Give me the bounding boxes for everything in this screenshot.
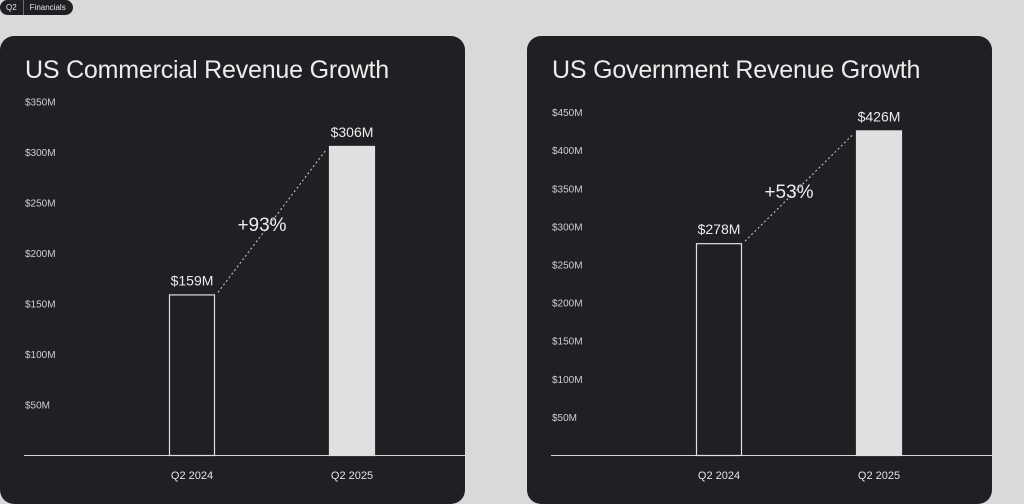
government-revenue-card: US Government Revenue Growth $50M $100M $1… bbox=[527, 36, 992, 504]
bar-q2-2024 bbox=[695, 243, 743, 457]
y-tick-label: $250M bbox=[25, 199, 56, 210]
y-tick-label: $100M bbox=[552, 375, 583, 386]
bar-q2-2025 bbox=[855, 130, 903, 457]
y-tick-label: $250M bbox=[552, 261, 583, 272]
growth-connector-line bbox=[217, 149, 327, 293]
y-tick-label: $150M bbox=[552, 337, 583, 348]
y-tick-label: $150M bbox=[25, 300, 56, 311]
bar-value-label: $278M bbox=[698, 221, 741, 237]
x-category-label: Q2 2025 bbox=[858, 470, 900, 482]
commercial-revenue-chart: $50M $100M $150M $200M $250M $300M $350M $159M Q… bbox=[24, 98, 465, 482]
y-tick-label: $350M bbox=[552, 184, 583, 195]
bar-q2-2024 bbox=[168, 294, 216, 457]
bar-value-label: $159M bbox=[171, 272, 214, 288]
x-category-label: Q2 2024 bbox=[171, 470, 213, 482]
growth-percent-label: +93% bbox=[237, 215, 286, 236]
commercial-revenue-card: US Commercial Revenue Growth $50M $100M $1… bbox=[0, 36, 465, 504]
tag-quarter: Q2 bbox=[6, 3, 17, 12]
growth-percent-label: +53% bbox=[764, 182, 813, 203]
y-tick-label: $200M bbox=[25, 249, 56, 260]
commercial-chart-title: US Commercial Revenue Growth bbox=[25, 56, 389, 84]
bar-value-label: $426M bbox=[858, 108, 901, 124]
y-tick-label: $350M bbox=[25, 98, 56, 109]
y-tick-label: $450M bbox=[552, 108, 583, 119]
government-chart-title: US Government Revenue Growth bbox=[552, 56, 921, 84]
y-tick-label: $300M bbox=[25, 148, 56, 159]
y-tick-label: $400M bbox=[552, 146, 583, 157]
growth-connector-line bbox=[744, 134, 854, 242]
y-tick-label: $50M bbox=[552, 413, 577, 424]
y-tick-label: $100M bbox=[25, 350, 56, 361]
section-tag: Q2 Financials bbox=[0, 0, 73, 15]
y-tick-label: $200M bbox=[552, 299, 583, 310]
government-revenue-chart: $50M $100M $150M $200M $250M $300M $350M $400M $… bbox=[551, 108, 992, 482]
tag-divider bbox=[22, 0, 24, 15]
bar-q2-2025 bbox=[328, 145, 376, 457]
bar-value-label: $306M bbox=[331, 124, 374, 140]
y-tick-label: $300M bbox=[552, 222, 583, 233]
y-tick-label: $50M bbox=[25, 401, 50, 412]
tag-section: Financials bbox=[29, 3, 66, 12]
x-category-label: Q2 2025 bbox=[331, 470, 373, 482]
x-category-label: Q2 2024 bbox=[698, 470, 740, 482]
